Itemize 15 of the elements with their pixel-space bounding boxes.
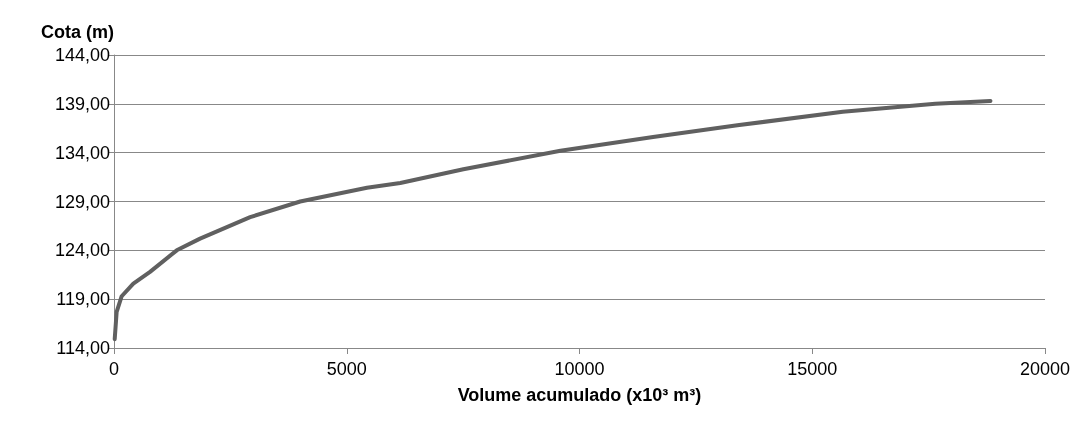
y-tick-label: 124,00 bbox=[54, 240, 110, 261]
x-tick-label: 15000 bbox=[787, 359, 838, 379]
y-tick-label: 134,00 bbox=[54, 142, 110, 163]
y-axis-title: Cota (m) bbox=[41, 22, 114, 42]
x-tick-label: 10000 bbox=[554, 359, 605, 379]
x-tick-label: 0 bbox=[108, 359, 120, 379]
y-tick-label: 114,00 bbox=[56, 338, 110, 358]
line-series bbox=[112, 98, 993, 342]
x-axis-title: Volume acumulado (x10³ m³) bbox=[457, 385, 702, 405]
y-tick-label: 119,00 bbox=[56, 289, 110, 310]
y-tick-label: 144,00 bbox=[54, 45, 110, 65]
x-tick-label: 5000 bbox=[326, 359, 367, 379]
x-tick-label: 20000 bbox=[1019, 359, 1071, 379]
y-tick-label: 129,00 bbox=[54, 191, 110, 212]
y-tick-label: 139,00 bbox=[54, 93, 110, 114]
